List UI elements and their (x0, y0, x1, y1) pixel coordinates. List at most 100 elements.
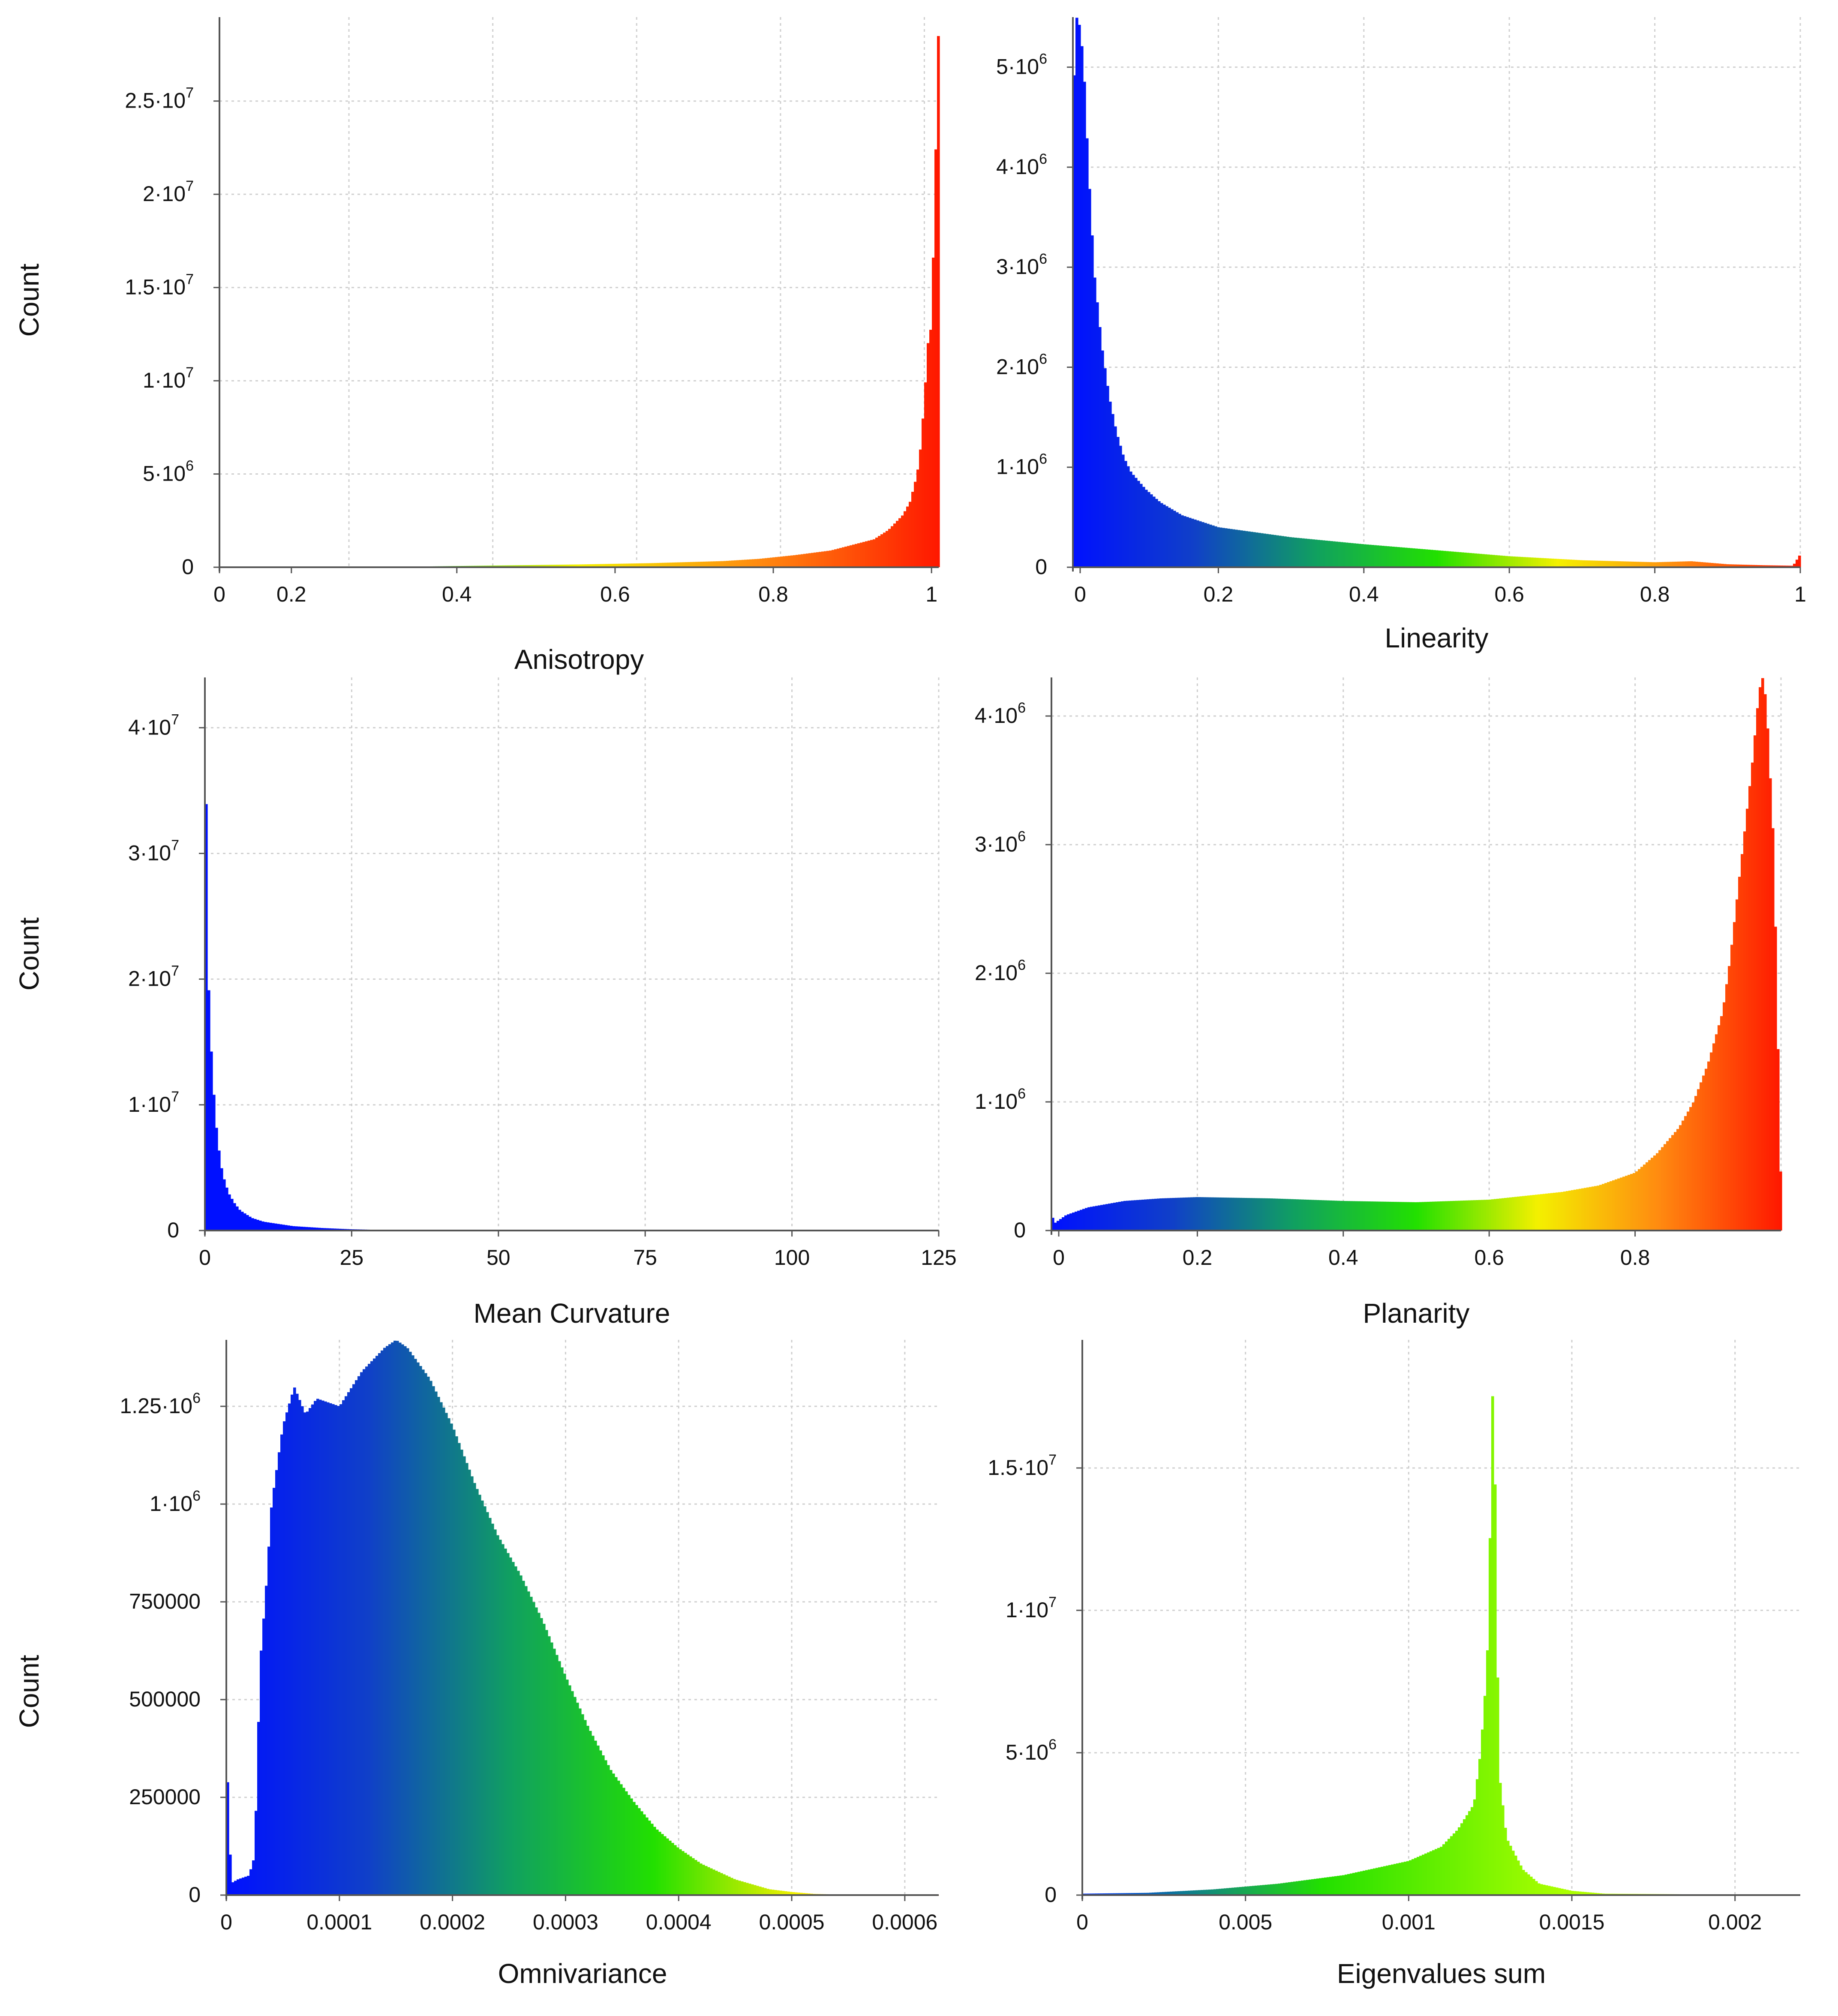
histogram-bar (1229, 1198, 1232, 1231)
histogram-bar (388, 1344, 391, 1895)
histogram-bar (1082, 1209, 1085, 1231)
histogram-bar (228, 1194, 231, 1231)
histogram-bar (538, 565, 541, 567)
histogram-bar (687, 1854, 690, 1895)
histogram-bar (1554, 559, 1557, 567)
histogram-bar (1244, 1887, 1247, 1895)
histogram-bar (1219, 527, 1222, 567)
histogram-bar (805, 1893, 808, 1895)
histogram-bar (667, 563, 670, 567)
histogram-bar (1350, 1201, 1353, 1231)
histogram-bar (1458, 1827, 1461, 1895)
histogram-bar (1252, 1198, 1255, 1231)
histogram-bar (1355, 1201, 1358, 1231)
histogram-bar (1477, 554, 1480, 567)
histogram-bar (898, 518, 901, 567)
histogram-bar (1381, 1866, 1384, 1895)
histogram-bar (788, 556, 791, 567)
histogram-bar (251, 1218, 254, 1231)
series-linearity (1073, 18, 1801, 568)
histogram-bar (1551, 558, 1554, 567)
histogram-bar (1321, 1878, 1324, 1895)
histogram-bar (793, 555, 796, 567)
histogram-bar (1433, 550, 1436, 567)
x-tick-label: 0.8 (1620, 1246, 1650, 1270)
histogram-bar (1321, 1200, 1324, 1231)
histogram-bar (664, 1836, 667, 1895)
histogram-bar (1176, 512, 1179, 567)
histogram-bar (1652, 562, 1655, 567)
histogram-bar (754, 1885, 757, 1895)
histogram-bar (1653, 1155, 1656, 1231)
y-tick-label: 1·107 (143, 364, 194, 392)
histogram-bar (1535, 1881, 1538, 1895)
histogram-bar (1612, 1180, 1615, 1231)
histogram-bar (252, 1860, 255, 1895)
histogram-bar (553, 1649, 556, 1895)
histogram-bar (1330, 541, 1333, 567)
histogram-bar (1675, 561, 1678, 567)
histogram-bar (1296, 1881, 1299, 1895)
histogram-bar (1253, 532, 1256, 567)
histogram-bar (1630, 1174, 1633, 1231)
histogram-bar (1399, 1202, 1402, 1231)
histogram-bar (1438, 550, 1441, 567)
histogram-bar (1247, 1198, 1250, 1231)
histogram-bar (1142, 487, 1145, 567)
histogram-bar (478, 1495, 481, 1895)
histogram-bar (916, 469, 919, 567)
histogram-bar (1418, 548, 1421, 567)
histogram-bar (422, 1369, 425, 1895)
histogram-bar (424, 1373, 427, 1895)
histogram-bar (1087, 1207, 1090, 1231)
series-omnivariance (226, 1340, 939, 1896)
histogram-bar (285, 1225, 288, 1231)
histogram-bar (463, 1456, 466, 1895)
histogram-bar (321, 1228, 324, 1231)
y-tick-label: 0 (189, 1883, 201, 1907)
histogram-bar (636, 563, 639, 567)
histogram-bar (530, 1597, 533, 1895)
histogram-bar (594, 1740, 597, 1895)
histogram-bar (1339, 1875, 1342, 1895)
histogram-bar (1263, 533, 1266, 567)
histogram-bar (536, 565, 539, 567)
y-tick-label: 2·107 (128, 963, 179, 991)
histogram-bar (533, 565, 536, 567)
histogram-bar (770, 557, 773, 567)
histogram-bar (1574, 1891, 1577, 1895)
histogram-bar (1248, 531, 1251, 567)
histogram-bar (1131, 1200, 1134, 1231)
histogram-bar (386, 1346, 389, 1895)
histogram-bar (1440, 1847, 1443, 1895)
histogram-bar (883, 533, 886, 567)
histogram-bar (581, 1714, 584, 1895)
histogram-bar (1520, 1865, 1523, 1895)
histogram-bar (1126, 1201, 1129, 1231)
histogram-bar (1448, 1838, 1451, 1895)
histogram-bar (630, 1798, 633, 1895)
histogram-bar (514, 1566, 517, 1895)
series-eigenvalues-sum (1082, 1396, 1800, 1896)
histogram-bar (1135, 478, 1138, 567)
histogram-bar (396, 1341, 399, 1895)
histogram-bar (303, 1227, 306, 1231)
histogram-bar (1535, 1195, 1538, 1231)
histogram-bar (1252, 1886, 1255, 1895)
x-tick-label: 125 (921, 1246, 956, 1270)
histogram-bar (1734, 564, 1737, 567)
histogram-bar (1471, 1807, 1474, 1895)
histogram-bar (671, 1843, 674, 1895)
histogram-bar (744, 560, 747, 567)
histogram-bar (1571, 1891, 1574, 1895)
histogram-bar (649, 563, 652, 567)
histogram-bar (1766, 728, 1769, 1231)
histogram-bar (1566, 1191, 1569, 1231)
histogram-bar (1386, 1201, 1389, 1231)
histogram-bar (901, 515, 904, 567)
histogram-bar (1581, 1188, 1584, 1231)
histogram-bar (1658, 1150, 1661, 1231)
histogram-bar (1610, 561, 1613, 567)
histogram-bar (1314, 1879, 1317, 1895)
histogram-bar (1633, 1173, 1636, 1231)
